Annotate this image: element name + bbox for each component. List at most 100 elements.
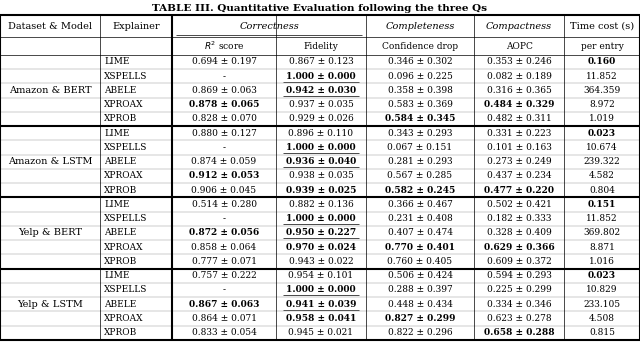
Text: 0.770 ± 0.401: 0.770 ± 0.401 <box>385 243 455 252</box>
Text: 0.316 ± 0.365: 0.316 ± 0.365 <box>486 86 552 95</box>
Text: Dataset & Model: Dataset & Model <box>8 22 92 31</box>
Text: 0.864 ± 0.071: 0.864 ± 0.071 <box>191 314 257 323</box>
Text: 0.023: 0.023 <box>588 129 616 138</box>
Text: Yelp & BERT: Yelp & BERT <box>18 228 82 237</box>
Text: LIME: LIME <box>104 200 129 209</box>
Text: 0.182 ± 0.333: 0.182 ± 0.333 <box>487 214 551 223</box>
Text: 0.358 ± 0.398: 0.358 ± 0.398 <box>388 86 452 95</box>
Text: 0.658 ± 0.288: 0.658 ± 0.288 <box>484 328 554 337</box>
Text: Amazon & LSTM: Amazon & LSTM <box>8 157 92 166</box>
Text: 0.584 ± 0.345: 0.584 ± 0.345 <box>385 115 455 123</box>
Text: 0.958 ± 0.041: 0.958 ± 0.041 <box>286 314 356 323</box>
Text: 0.943 ± 0.022: 0.943 ± 0.022 <box>289 257 353 266</box>
Text: 0.874 ± 0.059: 0.874 ± 0.059 <box>191 157 257 166</box>
Text: XPROAX: XPROAX <box>104 243 143 252</box>
Text: 0.804: 0.804 <box>589 186 615 195</box>
Text: Yelp & LSTM: Yelp & LSTM <box>17 300 83 309</box>
Text: 0.346 ± 0.302: 0.346 ± 0.302 <box>388 57 452 66</box>
Text: XPROAX: XPROAX <box>104 171 143 181</box>
Text: XSPELLS: XSPELLS <box>104 286 147 294</box>
Text: XSPELLS: XSPELLS <box>104 214 147 223</box>
Text: XPROAX: XPROAX <box>104 314 143 323</box>
Text: 0.101 ± 0.163: 0.101 ± 0.163 <box>486 143 552 152</box>
Text: TABLE III. Quantitative Evaluation following the three Qs: TABLE III. Quantitative Evaluation follo… <box>152 4 488 13</box>
Text: XPROB: XPROB <box>104 257 137 266</box>
Text: 0.872 ± 0.056: 0.872 ± 0.056 <box>189 228 259 237</box>
Text: 0.623 ± 0.278: 0.623 ± 0.278 <box>486 314 551 323</box>
Text: Time cost (s): Time cost (s) <box>570 22 634 31</box>
Text: XPROB: XPROB <box>104 328 137 337</box>
Text: Amazon & BERT: Amazon & BERT <box>9 86 92 95</box>
Text: 0.343 ± 0.293: 0.343 ± 0.293 <box>388 129 452 138</box>
Text: 0.281 ± 0.293: 0.281 ± 0.293 <box>388 157 452 166</box>
Text: Completeness: Completeness <box>385 22 454 31</box>
Text: 233.105: 233.105 <box>584 300 621 309</box>
Text: -: - <box>223 143 225 152</box>
Text: 1.016: 1.016 <box>589 257 615 266</box>
Text: 10.829: 10.829 <box>586 286 618 294</box>
Text: AOPC: AOPC <box>506 41 532 51</box>
Text: 0.882 ± 0.136: 0.882 ± 0.136 <box>289 200 353 209</box>
Text: XSPELLS: XSPELLS <box>104 143 147 152</box>
Text: 0.869 ± 0.063: 0.869 ± 0.063 <box>191 86 257 95</box>
Text: 0.939 ± 0.025: 0.939 ± 0.025 <box>286 186 356 195</box>
Text: 1.019: 1.019 <box>589 115 615 123</box>
Text: 0.273 ± 0.249: 0.273 ± 0.249 <box>486 157 551 166</box>
Text: $R^2$ score: $R^2$ score <box>204 40 244 52</box>
Text: 0.828 ± 0.070: 0.828 ± 0.070 <box>191 115 257 123</box>
Text: 0.822 ± 0.296: 0.822 ± 0.296 <box>388 328 452 337</box>
Text: Fidelity: Fidelity <box>303 41 339 51</box>
Text: 0.567 ± 0.285: 0.567 ± 0.285 <box>387 171 452 181</box>
Text: 0.938 ± 0.035: 0.938 ± 0.035 <box>289 171 353 181</box>
Text: 0.937 ± 0.035: 0.937 ± 0.035 <box>289 100 353 109</box>
Text: ABELE: ABELE <box>104 157 136 166</box>
Text: LIME: LIME <box>104 57 129 66</box>
Text: 8.871: 8.871 <box>589 243 615 252</box>
Text: 4.508: 4.508 <box>589 314 615 323</box>
Text: LIME: LIME <box>104 129 129 138</box>
Text: XSPELLS: XSPELLS <box>104 72 147 81</box>
Text: Confidence drop: Confidence drop <box>382 41 458 51</box>
Text: 0.582 ± 0.245: 0.582 ± 0.245 <box>385 186 455 195</box>
Text: ABELE: ABELE <box>104 228 136 237</box>
Text: 0.760 ± 0.405: 0.760 ± 0.405 <box>387 257 452 266</box>
Text: 0.514 ± 0.280: 0.514 ± 0.280 <box>191 200 257 209</box>
Text: 0.950 ± 0.227: 0.950 ± 0.227 <box>286 228 356 237</box>
Text: 0.067 ± 0.151: 0.067 ± 0.151 <box>387 143 452 152</box>
Text: 0.867 ± 0.063: 0.867 ± 0.063 <box>189 300 259 309</box>
Text: 0.929 ± 0.026: 0.929 ± 0.026 <box>289 115 353 123</box>
Text: 0.954 ± 0.101: 0.954 ± 0.101 <box>289 271 353 280</box>
Text: 1.000 ± 0.000: 1.000 ± 0.000 <box>286 214 356 223</box>
Text: ABELE: ABELE <box>104 300 136 309</box>
Text: 0.777 ± 0.071: 0.777 ± 0.071 <box>191 257 257 266</box>
Text: 0.366 ± 0.467: 0.366 ± 0.467 <box>388 200 452 209</box>
Text: per entry: per entry <box>580 41 623 51</box>
Text: 1.000 ± 0.000: 1.000 ± 0.000 <box>286 286 356 294</box>
Text: 364.359: 364.359 <box>584 86 621 95</box>
Text: 0.594 ± 0.293: 0.594 ± 0.293 <box>486 271 552 280</box>
Text: 0.437 ± 0.234: 0.437 ± 0.234 <box>486 171 551 181</box>
Text: 0.288 ± 0.397: 0.288 ± 0.397 <box>388 286 452 294</box>
Text: Correctness: Correctness <box>239 22 299 31</box>
Text: 0.448 ± 0.434: 0.448 ± 0.434 <box>388 300 452 309</box>
Text: 0.942 ± 0.030: 0.942 ± 0.030 <box>286 86 356 95</box>
Text: 11.852: 11.852 <box>586 72 618 81</box>
Text: 0.906 ± 0.045: 0.906 ± 0.045 <box>191 186 257 195</box>
Text: 0.858 ± 0.064: 0.858 ± 0.064 <box>191 243 257 252</box>
Text: 0.945 ± 0.021: 0.945 ± 0.021 <box>289 328 353 337</box>
Text: -: - <box>223 286 225 294</box>
Text: 0.629 ± 0.366: 0.629 ± 0.366 <box>484 243 554 252</box>
Text: 0.867 ± 0.123: 0.867 ± 0.123 <box>289 57 353 66</box>
Text: 0.912 ± 0.053: 0.912 ± 0.053 <box>189 171 259 181</box>
Text: 0.482 ± 0.311: 0.482 ± 0.311 <box>486 115 552 123</box>
Text: 0.096 ± 0.225: 0.096 ± 0.225 <box>388 72 452 81</box>
Text: 0.815: 0.815 <box>589 328 615 337</box>
Text: 10.674: 10.674 <box>586 143 618 152</box>
Text: 0.231 ± 0.408: 0.231 ± 0.408 <box>388 214 452 223</box>
Text: 0.353 ± 0.246: 0.353 ± 0.246 <box>486 57 552 66</box>
Text: 0.082 ± 0.189: 0.082 ± 0.189 <box>486 72 552 81</box>
Text: 0.936 ± 0.040: 0.936 ± 0.040 <box>286 157 356 166</box>
Text: 4.582: 4.582 <box>589 171 615 181</box>
Text: 239.322: 239.322 <box>584 157 620 166</box>
Text: 0.160: 0.160 <box>588 57 616 66</box>
